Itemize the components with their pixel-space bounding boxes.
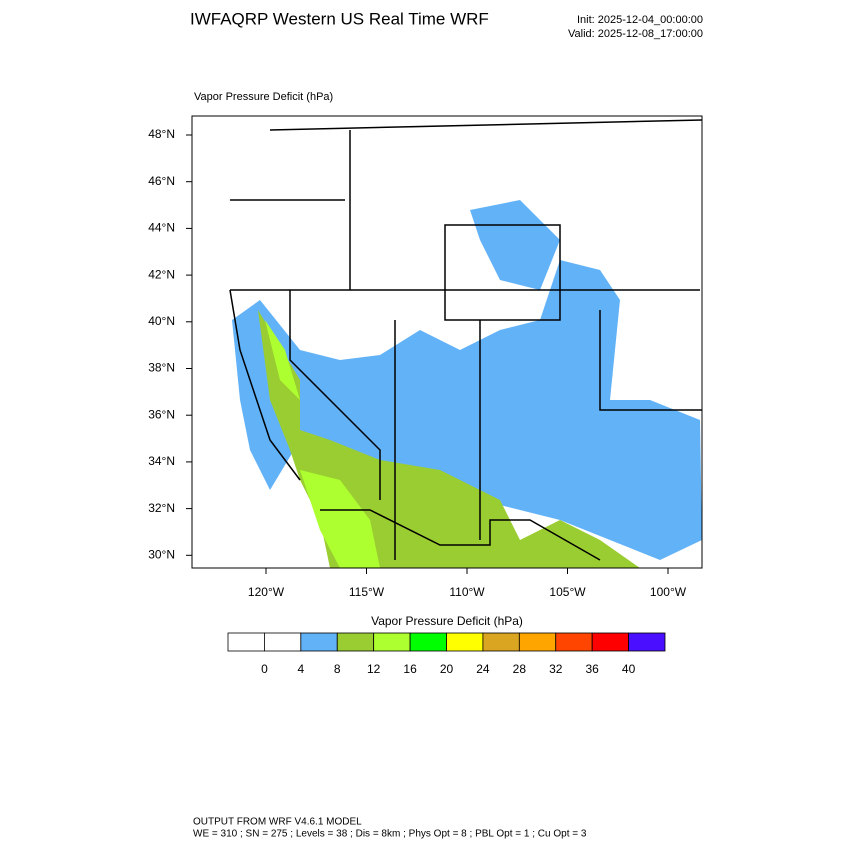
colorbar-label: 20 xyxy=(440,662,454,676)
colorbar-label: 28 xyxy=(513,662,527,676)
valid-time: Valid: 2025-12-08_17:00:00 xyxy=(568,28,703,40)
lon-label: 115°W xyxy=(349,585,385,599)
init-time: Init: 2025-12-04_00:00:00 xyxy=(577,14,703,26)
lat-label: 46°N xyxy=(148,174,175,188)
title: IWFAQRP Western US Real Time WRF xyxy=(190,9,489,28)
lat-label: 32°N xyxy=(148,501,175,515)
colorbar-box xyxy=(518,632,557,652)
colorbar-box xyxy=(482,632,520,652)
colorbar-label: 40 xyxy=(622,662,636,676)
colorbar-label: 16 xyxy=(403,662,417,676)
lon-label: 120°W xyxy=(248,585,285,599)
colorbar-box xyxy=(373,632,411,652)
colorbar-label: 32 xyxy=(549,662,563,676)
colorbar-label: 12 xyxy=(367,662,381,676)
colorbar-box xyxy=(628,632,666,652)
map xyxy=(191,115,703,569)
lon-label: 100°W xyxy=(650,585,687,599)
colorbar-box xyxy=(591,632,629,652)
lon-labels: 120°W 115°W 110°W 105°W 100°W xyxy=(248,568,687,599)
lat-labels: 48°N 46°N 44°N 42°N 40°N 38°N 36°N 34°N 32°N 30°N xyxy=(148,127,192,561)
colorbar-box xyxy=(409,632,447,652)
lat-label: 38°N xyxy=(148,361,175,375)
lat-label: 42°N xyxy=(148,267,175,281)
colorbar-box xyxy=(446,632,484,652)
colorbar-title: Vapor Pressure Deficit (hPa) xyxy=(371,614,523,628)
lat-label: 30°N xyxy=(148,547,175,561)
lon-label: 105°W xyxy=(549,585,586,599)
colorbar-box xyxy=(336,632,375,652)
colorbar-label: 4 xyxy=(297,662,304,676)
colorbar-box xyxy=(555,632,593,652)
lat-label: 48°N xyxy=(148,127,175,141)
colorbar-label: 36 xyxy=(585,662,599,676)
colorbar-box xyxy=(227,632,265,652)
colorbar: 0 4 8 12 16 20 24 28 32 36 40 xyxy=(227,632,666,676)
colorbar-label: 24 xyxy=(476,662,490,676)
colorbar-box xyxy=(264,632,302,652)
colorbar-label: 8 xyxy=(334,662,341,676)
lat-label: 34°N xyxy=(148,454,175,468)
colorbar-label: 0 xyxy=(261,662,268,676)
lat-label: 44°N xyxy=(148,221,175,235)
footer-line: WE = 310 ; SN = 275 ; Levels = 38 ; Dis … xyxy=(193,829,587,840)
map-title: Vapor Pressure Deficit (hPa) xyxy=(194,91,333,103)
lat-label: 40°N xyxy=(148,314,175,328)
footer-line: OUTPUT FROM WRF V4.6.1 MODEL xyxy=(193,817,362,828)
lat-label: 36°N xyxy=(148,407,175,421)
lon-label: 110°W xyxy=(449,585,485,599)
colorbar-box xyxy=(300,632,338,652)
